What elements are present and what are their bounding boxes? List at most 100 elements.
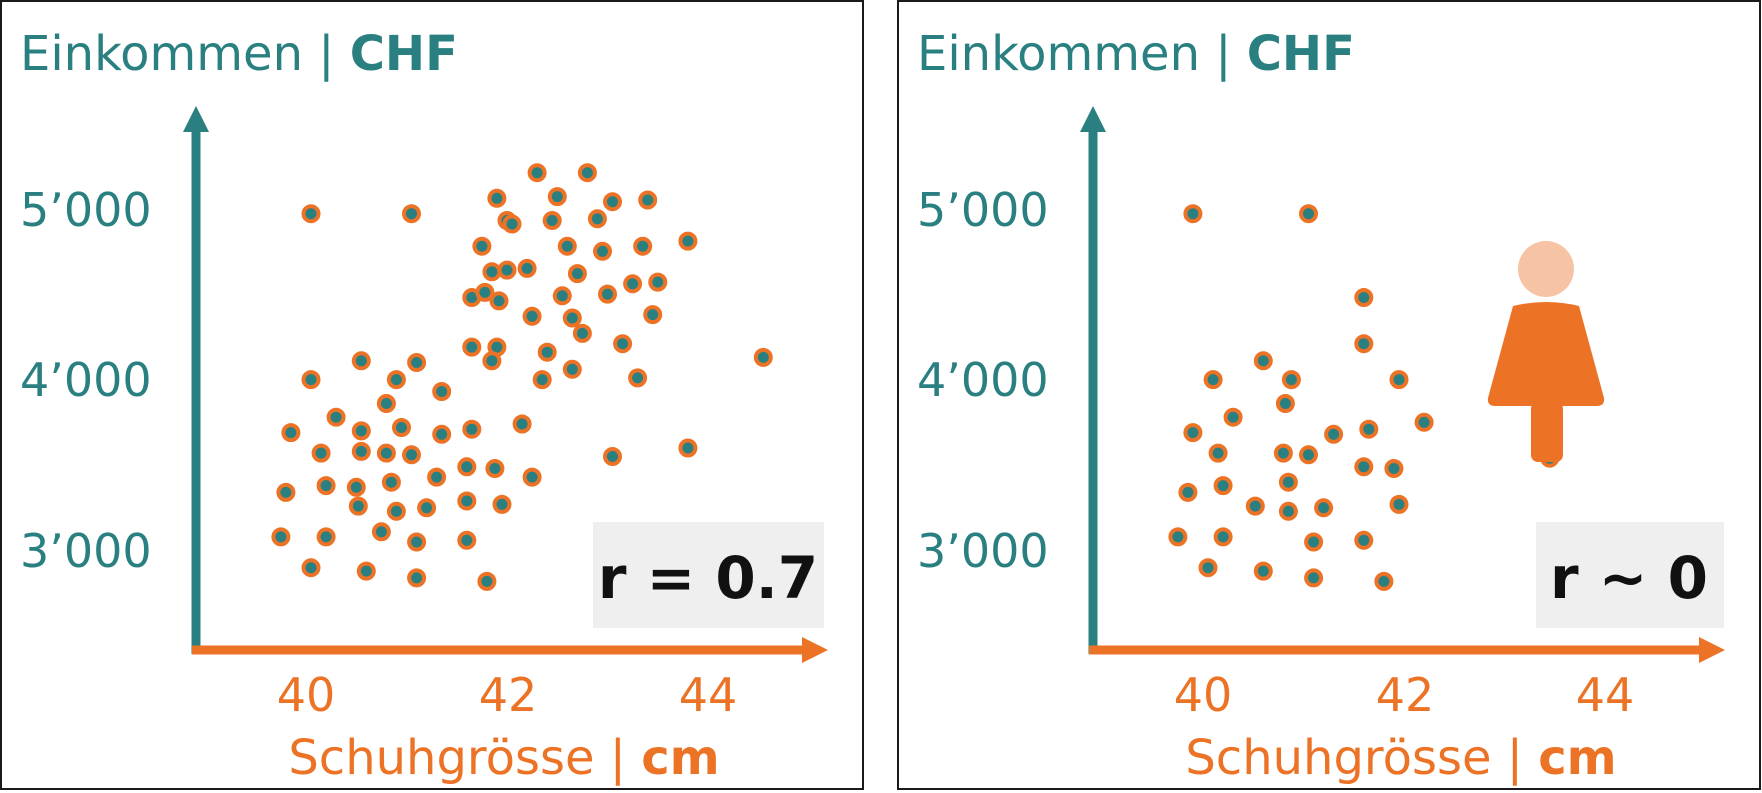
person-icon xyxy=(1487,241,1605,462)
data-point xyxy=(407,568,427,588)
x-tick-label: 42 xyxy=(1376,668,1435,722)
data-point xyxy=(593,241,612,261)
y-axis-label: Einkommen | CHF xyxy=(917,26,1355,82)
data-point xyxy=(753,347,773,367)
data-point xyxy=(1354,457,1374,477)
data-point xyxy=(316,476,336,496)
data-point xyxy=(348,496,368,516)
data-point xyxy=(1281,370,1301,390)
x-tick-label: 40 xyxy=(1174,668,1233,722)
correlation-badge xyxy=(593,522,824,628)
data-point xyxy=(1299,204,1318,224)
data-point xyxy=(381,472,401,492)
data-point xyxy=(472,236,492,256)
data-point xyxy=(598,284,617,304)
data-point xyxy=(562,308,582,328)
data-point xyxy=(326,407,346,427)
data-point xyxy=(482,351,502,371)
data-point xyxy=(301,558,321,578)
scatter-chart-right: Einkommen | CHF 5’000 4’000 3’000 r ∼ 0 … xyxy=(917,26,1725,786)
data-point xyxy=(567,264,587,284)
data-point xyxy=(1389,370,1409,390)
data-point xyxy=(648,272,668,292)
data-point xyxy=(1253,561,1273,581)
data-point xyxy=(1213,476,1233,496)
data-point xyxy=(562,359,582,379)
data-point xyxy=(542,211,562,230)
data-point xyxy=(1354,288,1374,307)
y-tick-label: 3’000 xyxy=(20,524,152,578)
data-point xyxy=(489,291,509,311)
data-point xyxy=(1183,423,1203,443)
data-point xyxy=(346,477,366,497)
y-tick-label: 4’000 xyxy=(20,353,152,407)
x-tick-label: 44 xyxy=(1576,668,1635,722)
data-point xyxy=(678,438,698,458)
data-point xyxy=(402,204,421,224)
x-axis-arrowhead xyxy=(802,637,828,663)
data-point xyxy=(678,231,698,251)
data-point xyxy=(1314,498,1334,518)
x-axis-label: Schuhgrösse | cm xyxy=(1185,730,1616,786)
y-tick-label: 5’000 xyxy=(20,183,152,237)
data-point xyxy=(271,527,291,547)
data-point xyxy=(301,370,321,390)
data-point xyxy=(477,571,497,591)
data-point xyxy=(1275,394,1295,413)
data-point xyxy=(316,527,336,547)
data-point xyxy=(376,394,396,413)
data-point xyxy=(1178,482,1198,502)
data-point xyxy=(527,163,547,183)
x-tick-label: 44 xyxy=(679,668,738,722)
data-point xyxy=(371,522,391,542)
data-point xyxy=(457,491,477,511)
data-point xyxy=(1374,571,1394,591)
data-point xyxy=(522,306,542,326)
data-point xyxy=(432,382,452,401)
data-point xyxy=(1203,370,1223,390)
data-point xyxy=(1198,558,1218,578)
x-tick-label: 42 xyxy=(479,668,538,722)
y-tick-label: 5’000 xyxy=(917,183,1049,237)
data-point xyxy=(457,457,477,477)
data-point xyxy=(402,445,421,465)
data-point xyxy=(502,214,522,234)
data-point xyxy=(1278,472,1298,492)
data-point xyxy=(351,441,371,461)
data-point xyxy=(587,209,607,229)
data-point xyxy=(356,561,376,581)
data-point xyxy=(603,192,622,212)
data-point xyxy=(482,262,502,282)
data-point xyxy=(301,204,321,224)
data-point xyxy=(407,532,427,552)
data-point xyxy=(487,188,507,208)
data-point xyxy=(557,236,577,256)
data-point xyxy=(1389,494,1409,514)
x-axis-label: Schuhgrösse | cm xyxy=(288,730,719,786)
data-point xyxy=(1278,501,1298,521)
data-points xyxy=(1168,204,1560,591)
data-point xyxy=(603,447,622,466)
y-tick-label: 4’000 xyxy=(917,353,1049,407)
y-axis-arrowhead xyxy=(183,106,209,132)
data-point xyxy=(386,370,406,390)
data-point xyxy=(552,286,572,306)
data-point xyxy=(1304,532,1324,552)
data-point xyxy=(376,443,396,463)
data-point xyxy=(522,467,542,487)
data-point xyxy=(386,501,406,521)
y-tick-label: 3’000 xyxy=(917,524,1049,578)
scatter-chart-left: Einkommen | CHF 5’000 4’000 3’000 r = 0.… xyxy=(20,26,828,786)
data-point xyxy=(407,353,427,372)
data-point xyxy=(457,530,477,550)
correlation-value: r ∼ 0 xyxy=(1550,544,1708,612)
data-point xyxy=(1273,443,1293,463)
data-point xyxy=(572,323,592,343)
x-tick-label: 40 xyxy=(277,668,336,722)
data-point xyxy=(351,351,371,371)
data-point xyxy=(351,421,371,441)
data-point xyxy=(1183,204,1203,224)
data-point xyxy=(633,236,653,256)
data-point xyxy=(432,424,452,444)
chart-panel-left: Einkommen | CHF 5’000 4’000 3’000 r = 0.… xyxy=(0,0,864,790)
